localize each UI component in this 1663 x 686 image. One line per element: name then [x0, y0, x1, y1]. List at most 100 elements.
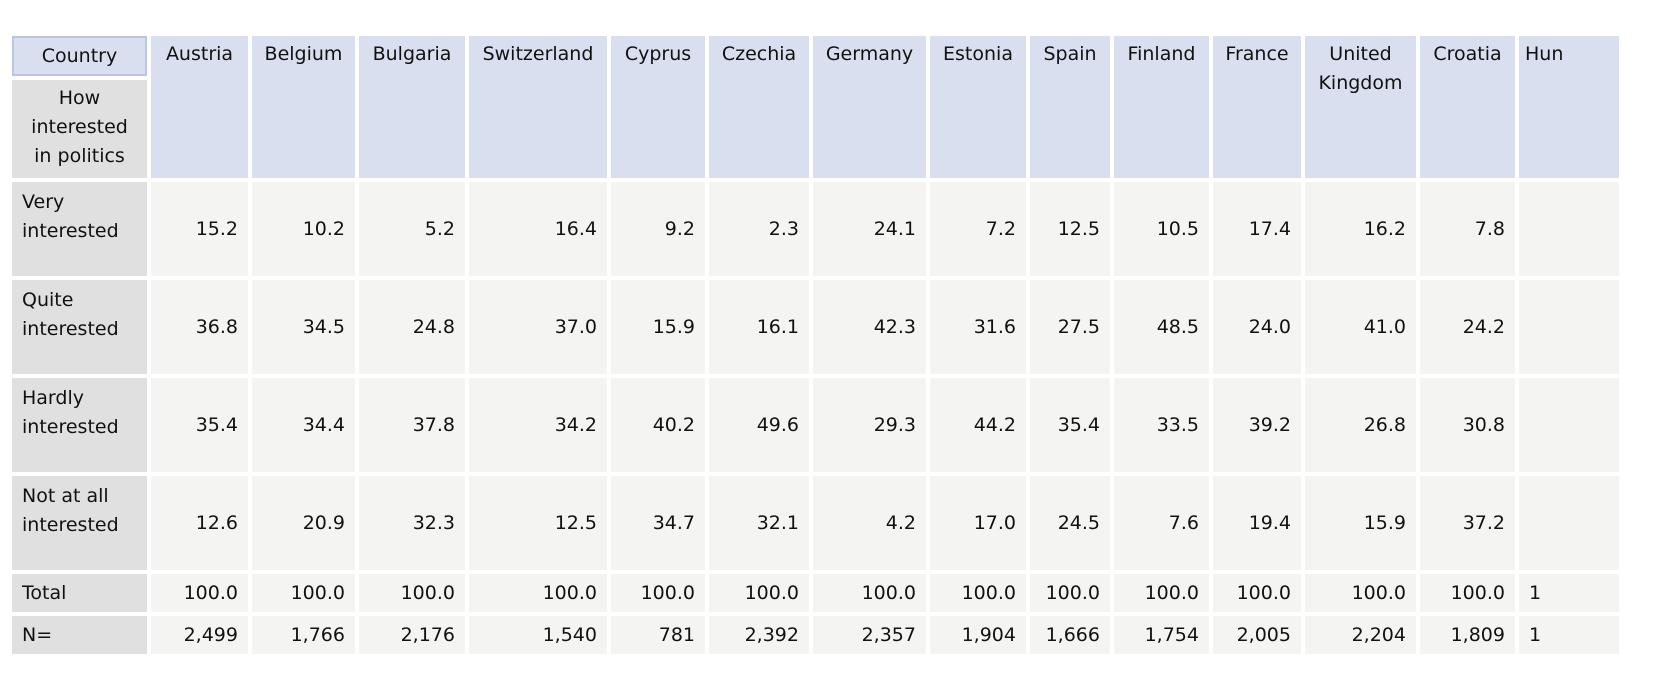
table-cell: 49.6: [709, 378, 809, 472]
column-header: Cyprus: [611, 36, 705, 178]
table-cell: 100.0: [611, 574, 705, 612]
column-header: Spain: [1030, 36, 1110, 178]
table-header: Country How interested in politics Austr…: [12, 36, 1619, 178]
table-cell: 5.2: [359, 182, 465, 276]
table-cell: 2,392: [709, 616, 809, 654]
table-cell: 7.6: [1114, 476, 1209, 570]
table-cell: 16.4: [469, 182, 607, 276]
table-row: Not at all interested 12.6 20.9 32.3 12.…: [12, 476, 1619, 570]
table-row: Quite interested 36.8 34.5 24.8 37.0 15.…: [12, 280, 1619, 374]
table-cell: 100.0: [151, 574, 248, 612]
row-header: N=: [12, 616, 147, 654]
table-cell: 26.8: [1305, 378, 1416, 472]
table-cell: 44.2: [930, 378, 1026, 472]
table-cell: 24.1: [813, 182, 926, 276]
table-cell: 12.5: [1030, 182, 1110, 276]
table-cell: 100.0: [709, 574, 809, 612]
table-cell: [1519, 476, 1619, 570]
table-cell: 30.8: [1420, 378, 1515, 472]
table-cell: 2,204: [1305, 616, 1416, 654]
table-cell: 7.2: [930, 182, 1026, 276]
table-cell: 37.8: [359, 378, 465, 472]
table-cell: 34.2: [469, 378, 607, 472]
table-cell: 1,666: [1030, 616, 1110, 654]
table-cell: 100.0: [252, 574, 355, 612]
table-cell: 24.5: [1030, 476, 1110, 570]
table-cell: 2.3: [709, 182, 809, 276]
corner-cell: Country How interested in politics: [12, 36, 147, 178]
table-cell: 34.7: [611, 476, 705, 570]
row-header: Total: [12, 574, 147, 612]
column-header: Austria: [151, 36, 248, 178]
table-cell: 34.5: [252, 280, 355, 374]
table-cell: 16.2: [1305, 182, 1416, 276]
table-cell: [1519, 182, 1619, 276]
table-cell: 29.3: [813, 378, 926, 472]
table-cell: 100.0: [469, 574, 607, 612]
table-cell: 17.4: [1213, 182, 1301, 276]
column-header: Croatia: [1420, 36, 1515, 178]
table-cell: 781: [611, 616, 705, 654]
table-cell: 4.2: [813, 476, 926, 570]
table-row: Very interested 15.2 10.2 5.2 16.4 9.2 2…: [12, 182, 1619, 276]
table-body: Very interested 15.2 10.2 5.2 16.4 9.2 2…: [12, 182, 1619, 654]
table-cell: 15.2: [151, 182, 248, 276]
table-cell: 1,904: [930, 616, 1026, 654]
table-cell: 9.2: [611, 182, 705, 276]
table-cell: 1: [1519, 574, 1619, 612]
table-cell: 27.5: [1030, 280, 1110, 374]
table-cell: 42.3: [813, 280, 926, 374]
table-cell: 24.0: [1213, 280, 1301, 374]
table-cell: 19.4: [1213, 476, 1301, 570]
column-header: Switzerland: [469, 36, 607, 178]
table-cell: 100.0: [813, 574, 926, 612]
table-cell: 24.8: [359, 280, 465, 374]
table-cell: 20.9: [252, 476, 355, 570]
table-cell: 100.0: [1030, 574, 1110, 612]
header-row: Country How interested in politics Austr…: [12, 36, 1619, 178]
table-cell: 32.1: [709, 476, 809, 570]
table-cell: 39.2: [1213, 378, 1301, 472]
table-cell: 1,766: [252, 616, 355, 654]
table-cell: 2,499: [151, 616, 248, 654]
table-cell: 15.9: [611, 280, 705, 374]
table-cell: 100.0: [930, 574, 1026, 612]
table-cell: 100.0: [1305, 574, 1416, 612]
table-cell: 2,357: [813, 616, 926, 654]
table-cell: 12.5: [469, 476, 607, 570]
table-cell: [1519, 378, 1619, 472]
table-cell: 1,754: [1114, 616, 1209, 654]
table-cell: 1: [1519, 616, 1619, 654]
table-cell: 35.4: [151, 378, 248, 472]
table-cell: 2,005: [1213, 616, 1301, 654]
table-cell: 100.0: [1420, 574, 1515, 612]
table-cell: 17.0: [930, 476, 1026, 570]
column-header: France: [1213, 36, 1301, 178]
table-cell: 33.5: [1114, 378, 1209, 472]
table-row: N= 2,499 1,766 2,176 1,540 781 2,392 2,3…: [12, 616, 1619, 654]
table-cell: 1,540: [469, 616, 607, 654]
table-cell: 12.6: [151, 476, 248, 570]
table-cell: 35.4: [1030, 378, 1110, 472]
table-cell: 41.0: [1305, 280, 1416, 374]
table-cell: 100.0: [1213, 574, 1301, 612]
table-cell: 2,176: [359, 616, 465, 654]
table-cell: 7.8: [1420, 182, 1515, 276]
column-header: Hun: [1519, 36, 1619, 178]
table-cell: 31.6: [930, 280, 1026, 374]
table-cell: 37.2: [1420, 476, 1515, 570]
table-cell: 15.9: [1305, 476, 1416, 570]
table-cell: 24.2: [1420, 280, 1515, 374]
table-row: Hardly interested 35.4 34.4 37.8 34.2 40…: [12, 378, 1619, 472]
row-header: Not at all interested: [12, 476, 147, 570]
row-header: Very interested: [12, 182, 147, 276]
table-cell: 36.8: [151, 280, 248, 374]
country-dimension-label: Country: [12, 36, 147, 76]
table-cell: [1519, 280, 1619, 374]
crosstab-container: Country How interested in politics Austr…: [12, 36, 1663, 658]
table-cell: 100.0: [1114, 574, 1209, 612]
table-cell: 40.2: [611, 378, 705, 472]
table-cell: 1,809: [1420, 616, 1515, 654]
table-cell: 48.5: [1114, 280, 1209, 374]
column-header: United Kingdom: [1305, 36, 1416, 178]
